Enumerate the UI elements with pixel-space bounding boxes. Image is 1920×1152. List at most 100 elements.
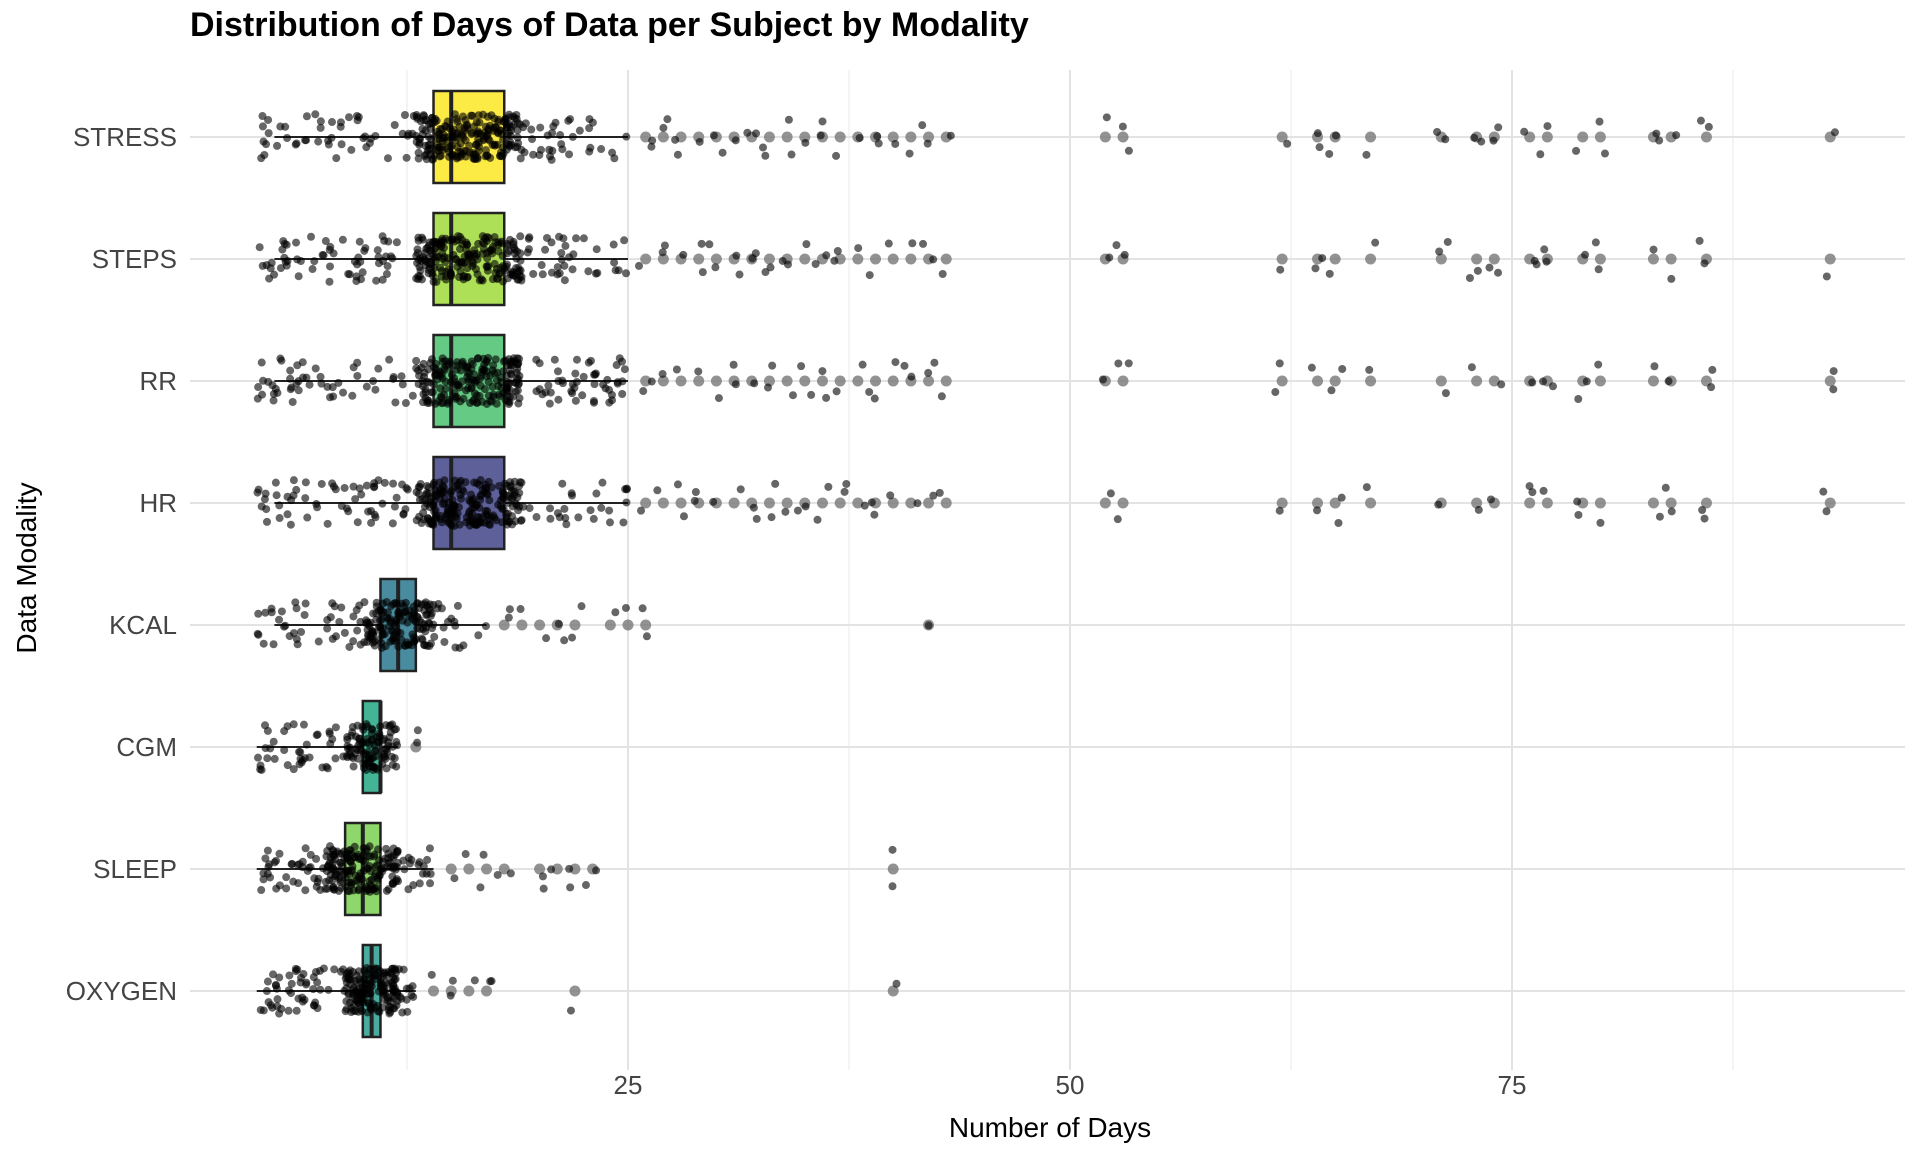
jitter-point — [731, 380, 740, 389]
jitter-point — [608, 148, 617, 157]
jitter-point — [297, 758, 306, 767]
jitter-point — [515, 372, 524, 381]
jitter-point — [787, 150, 796, 159]
jitter-point — [732, 251, 741, 260]
jitter-point — [336, 876, 345, 885]
jitter-point — [610, 258, 619, 267]
jitter-point — [718, 148, 727, 157]
outlier-point — [1665, 253, 1677, 265]
jitter-point — [264, 115, 273, 124]
jitter-point — [437, 236, 446, 245]
jitter-point — [801, 138, 810, 147]
jitter-point — [1595, 117, 1604, 126]
jitter-point — [331, 754, 340, 763]
jitter-point — [532, 355, 541, 364]
jitter-point — [908, 239, 917, 248]
jitter-point — [262, 987, 271, 996]
jitter-point — [517, 145, 526, 154]
jitter-point — [620, 365, 629, 374]
jitter-point — [1650, 362, 1659, 371]
jitter-point — [557, 140, 566, 149]
jitter-point — [1362, 483, 1371, 492]
jitter-point — [473, 354, 482, 363]
jitter-point — [468, 128, 477, 137]
jitter-point — [316, 117, 325, 126]
jitter-point — [472, 118, 481, 127]
outlier-point — [905, 253, 917, 265]
jitter-point — [349, 991, 358, 1000]
jitter-point — [486, 977, 495, 986]
jitter-point — [292, 485, 301, 494]
jitter-point — [516, 232, 525, 241]
jitter-point — [353, 371, 362, 380]
outlier-point — [693, 253, 705, 265]
outlier-point — [675, 497, 687, 509]
jitter-point — [259, 639, 268, 648]
jitter-point — [456, 366, 465, 375]
jitter-point — [317, 479, 326, 488]
jitter-point — [325, 727, 334, 736]
jitter-point — [420, 372, 429, 381]
jitter-point — [365, 758, 374, 767]
jitter-point — [336, 122, 345, 131]
jitter-point — [709, 497, 718, 506]
jitter-point — [565, 253, 574, 262]
jitter-point — [263, 869, 272, 878]
jitter-point — [329, 392, 338, 401]
jitter-point — [439, 623, 448, 632]
jitter-point — [373, 765, 382, 774]
jitter-point — [297, 627, 306, 636]
jitter-point — [622, 269, 631, 278]
jitter-point — [496, 496, 505, 505]
jitter-point — [307, 232, 316, 241]
jitter-point — [504, 613, 513, 622]
jitter-point — [480, 488, 489, 497]
jitter-point — [444, 395, 453, 404]
jitter-point — [642, 632, 651, 641]
jitter-point — [382, 844, 391, 853]
jitter-point — [440, 637, 449, 646]
jitter-point — [257, 886, 266, 895]
jitter-point — [891, 139, 900, 148]
jitter-point — [481, 480, 490, 489]
jitter-point — [564, 116, 573, 125]
jitter-point — [357, 490, 366, 499]
jitter-point — [440, 133, 449, 142]
x-axis-title: Number of Days — [949, 1112, 1151, 1143]
jitter-point — [1474, 505, 1483, 514]
jitter-point — [381, 721, 390, 730]
jitter-point — [671, 135, 680, 144]
outlier-point — [675, 375, 687, 387]
jitter-point — [1582, 377, 1591, 386]
jitter-point — [1695, 236, 1704, 245]
jitter-point — [1362, 150, 1371, 159]
outlier-point — [1329, 253, 1341, 265]
jitter-point — [323, 616, 332, 625]
points-hr — [253, 476, 1836, 530]
jitter-point — [293, 255, 302, 264]
jitter-point — [349, 762, 358, 771]
outlier-point — [481, 985, 493, 997]
jitter-point — [743, 128, 752, 137]
jitter-point — [353, 721, 362, 730]
jitter-point — [293, 640, 302, 649]
jitter-point — [367, 518, 376, 527]
jitter-point — [484, 391, 493, 400]
jitter-point — [634, 261, 643, 270]
jitter-point — [399, 965, 408, 974]
jitter-point — [434, 143, 443, 152]
jitter-point — [254, 609, 263, 618]
jitter-point — [1700, 259, 1709, 268]
points-cgm — [253, 720, 422, 774]
jitter-point — [474, 111, 483, 120]
jitter-point — [423, 146, 432, 155]
jitter-point — [310, 874, 319, 883]
jitter-point — [318, 250, 327, 259]
jitter-point — [591, 370, 600, 379]
jitter-point — [394, 642, 403, 651]
jitter-point — [321, 237, 330, 246]
jitter-point — [818, 117, 827, 126]
jitter-point — [512, 379, 521, 388]
jitter-point — [353, 852, 362, 861]
jitter-point — [412, 516, 421, 525]
